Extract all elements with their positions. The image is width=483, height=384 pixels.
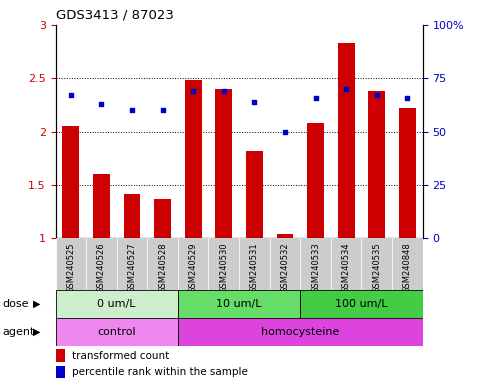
Point xyxy=(342,86,350,92)
Point xyxy=(403,94,411,101)
Bar xyxy=(178,290,300,318)
Bar xyxy=(300,290,423,318)
Bar xyxy=(331,238,361,290)
Point xyxy=(159,107,167,113)
Text: dose: dose xyxy=(2,299,29,309)
Bar xyxy=(369,91,385,238)
Text: GSM240530: GSM240530 xyxy=(219,243,228,293)
Bar xyxy=(178,318,423,346)
Text: homocysteine: homocysteine xyxy=(261,327,340,337)
Text: ▶: ▶ xyxy=(33,327,41,337)
Bar xyxy=(185,81,201,238)
Bar xyxy=(124,194,141,238)
Bar xyxy=(277,234,293,238)
Text: GSM240528: GSM240528 xyxy=(158,243,167,293)
Bar xyxy=(307,123,324,238)
Text: GSM240526: GSM240526 xyxy=(97,243,106,293)
Bar xyxy=(215,89,232,238)
Bar xyxy=(300,238,331,290)
Point xyxy=(220,88,227,94)
Bar xyxy=(56,238,86,290)
Bar xyxy=(56,318,178,346)
Text: GSM240848: GSM240848 xyxy=(403,243,412,293)
Point xyxy=(128,107,136,113)
Bar xyxy=(209,238,239,290)
Text: GSM240534: GSM240534 xyxy=(341,243,351,293)
Text: GSM240525: GSM240525 xyxy=(66,243,75,293)
Bar xyxy=(246,151,263,238)
Bar xyxy=(62,126,79,238)
Bar xyxy=(239,238,270,290)
Text: control: control xyxy=(98,327,136,337)
Bar xyxy=(270,238,300,290)
Text: 100 um/L: 100 um/L xyxy=(335,299,388,309)
Bar xyxy=(154,199,171,238)
Text: 0 um/L: 0 um/L xyxy=(98,299,136,309)
Bar xyxy=(56,366,65,379)
Text: GDS3413 / 87023: GDS3413 / 87023 xyxy=(56,9,173,22)
Point xyxy=(373,92,381,98)
Bar xyxy=(361,238,392,290)
Bar xyxy=(93,174,110,238)
Point xyxy=(281,129,289,135)
Text: GSM240527: GSM240527 xyxy=(128,243,137,293)
Text: transformed count: transformed count xyxy=(72,351,170,361)
Bar xyxy=(117,238,147,290)
Text: GSM240535: GSM240535 xyxy=(372,243,381,293)
Text: percentile rank within the sample: percentile rank within the sample xyxy=(72,367,248,377)
Text: GSM240532: GSM240532 xyxy=(281,243,289,293)
Point xyxy=(67,92,75,98)
Text: ▶: ▶ xyxy=(33,299,41,309)
Text: agent: agent xyxy=(2,327,35,337)
Bar xyxy=(392,238,423,290)
Bar xyxy=(86,238,117,290)
Bar xyxy=(338,43,355,238)
Point xyxy=(98,101,105,107)
Bar xyxy=(147,238,178,290)
Point xyxy=(189,88,197,94)
Bar xyxy=(399,108,416,238)
Text: GSM240531: GSM240531 xyxy=(250,243,259,293)
Bar xyxy=(178,238,209,290)
Text: GSM240529: GSM240529 xyxy=(189,243,198,293)
Text: GSM240533: GSM240533 xyxy=(311,243,320,293)
Bar xyxy=(56,349,65,362)
Bar xyxy=(56,290,178,318)
Point xyxy=(251,99,258,105)
Point xyxy=(312,94,319,101)
Text: 10 um/L: 10 um/L xyxy=(216,299,262,309)
